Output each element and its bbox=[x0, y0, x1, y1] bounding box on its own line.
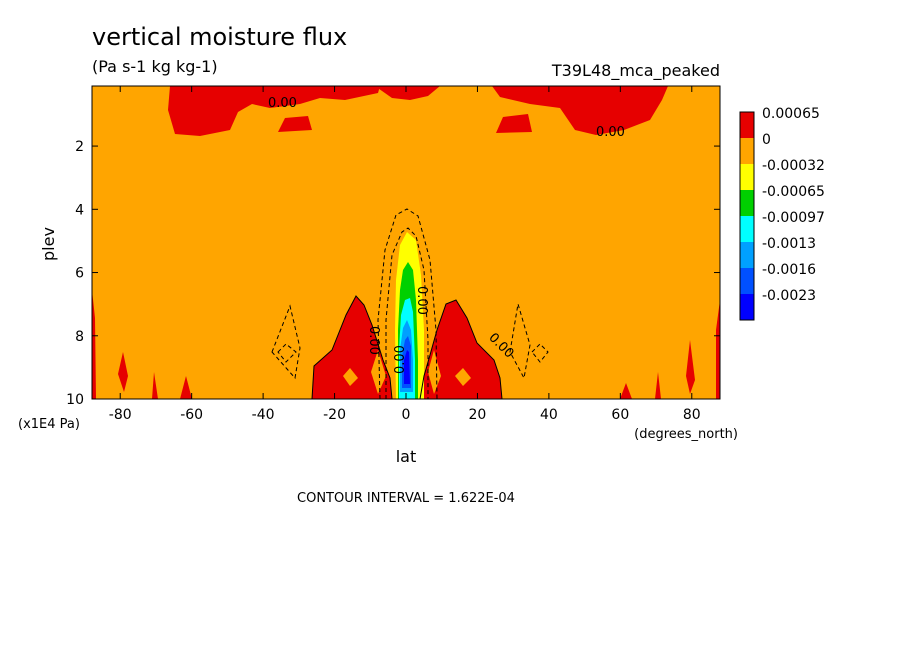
x-tick-label: -80 bbox=[109, 407, 132, 423]
x-tick-label: 0 bbox=[402, 407, 411, 423]
zero-holes bbox=[343, 350, 471, 394]
negative-contour-small-left bbox=[277, 343, 297, 363]
x-axis: -80 -60 -40 -20 0 20 40 60 80 bbox=[109, 86, 701, 423]
positive-region-spike-2 bbox=[152, 372, 158, 399]
positive-region-small-right bbox=[496, 114, 532, 133]
x-tick-label: -60 bbox=[180, 407, 203, 423]
negative-contour-loop-left bbox=[271, 304, 301, 380]
x-tick-label: -20 bbox=[323, 407, 346, 423]
contour-label: 0.00 bbox=[596, 125, 625, 140]
core-blue bbox=[404, 350, 410, 384]
chart-units: (Pa s-1 kg kg-1) bbox=[92, 57, 218, 76]
x-tick-label: 40 bbox=[540, 407, 558, 423]
positive-region-spike-5 bbox=[655, 372, 661, 399]
y-axis-label: plev bbox=[39, 227, 58, 261]
positive-region-small-left bbox=[278, 116, 312, 132]
negative-contours bbox=[271, 208, 549, 400]
legend-swatch bbox=[740, 242, 754, 268]
positive-region-top-left bbox=[168, 86, 380, 136]
legend-swatch bbox=[740, 216, 754, 242]
x-tick-label: 20 bbox=[469, 407, 487, 423]
x-axis-units: (degrees_north) bbox=[634, 427, 738, 442]
y-tick-label: 6 bbox=[75, 266, 84, 282]
x-axis-label: lat bbox=[396, 447, 417, 466]
legend-label: 0 bbox=[762, 132, 771, 148]
color-legend: 0.00065 0 -0.00032 -0.00065 -0.00097 -0.0013 -… bbox=[739, 106, 825, 321]
zero-hole-center-left bbox=[371, 350, 386, 394]
x-tick-label: 80 bbox=[683, 407, 701, 423]
zero-contour-lower-right bbox=[419, 299, 503, 400]
run-label: T39L48_mca_peaked bbox=[551, 61, 720, 81]
legend-swatch bbox=[740, 112, 754, 138]
contour-label: 0.00 bbox=[393, 345, 408, 374]
legend-swatch bbox=[740, 268, 754, 294]
zero-contour-lower-left bbox=[311, 295, 393, 400]
legend-label: -0.0016 bbox=[762, 262, 816, 278]
positive-region-top-center bbox=[375, 86, 440, 100]
contour-label: 0.00 bbox=[366, 326, 381, 355]
y-axis-units: (x1E4 Pa) bbox=[18, 417, 80, 432]
legend-frame bbox=[739, 111, 755, 321]
y-tick-label: 4 bbox=[75, 202, 84, 218]
zero-hole-right bbox=[455, 368, 471, 386]
legend-swatch bbox=[740, 294, 754, 320]
legend-label: -0.0013 bbox=[762, 236, 816, 252]
legend-label: -0.00097 bbox=[762, 210, 825, 226]
positive-region-spike-3 bbox=[180, 376, 192, 399]
contour-label: 0.00 bbox=[414, 286, 429, 315]
positive-region-edge-right bbox=[716, 300, 720, 399]
positive-region-top-right bbox=[492, 86, 668, 135]
x-tick-label: 60 bbox=[611, 407, 629, 423]
positive-region-edge-left bbox=[92, 290, 96, 399]
negative-contour-small-right bbox=[531, 343, 549, 363]
negative-contour-loop-right bbox=[509, 303, 531, 380]
legend-label: -0.0023 bbox=[762, 288, 816, 304]
y-tick-label: 2 bbox=[75, 139, 84, 155]
legend-label: 0.00065 bbox=[762, 106, 820, 122]
legend-label: -0.00065 bbox=[762, 184, 825, 200]
legend-swatch bbox=[740, 190, 754, 216]
contour-interval: CONTOUR INTERVAL = 1.622E-04 bbox=[297, 491, 515, 506]
positive-region-spike-6 bbox=[686, 340, 695, 394]
negative-contour-outer bbox=[377, 208, 438, 400]
x-tick-label: -40 bbox=[252, 407, 275, 423]
y-axis: 2 4 6 8 10 bbox=[66, 139, 720, 408]
chart-title: vertical moisture flux bbox=[92, 23, 347, 51]
negative-contour-inner bbox=[385, 227, 429, 399]
legend-swatch bbox=[740, 138, 754, 164]
contour-label: 0.00 bbox=[268, 96, 297, 111]
zero-hole-center-right bbox=[428, 350, 441, 394]
legend-swatch bbox=[740, 164, 754, 190]
negative-core bbox=[395, 232, 424, 399]
zero-contours bbox=[311, 295, 503, 400]
legend-label: -0.00032 bbox=[762, 158, 825, 174]
contour-labels: 0.00 0.00 0.00 0.00 0.00 0.00 bbox=[268, 96, 625, 374]
positive-region-spike-1 bbox=[118, 352, 128, 392]
zero-hole-left bbox=[343, 368, 358, 386]
y-tick-label: 10 bbox=[66, 392, 84, 408]
plot-area: 0.00 0.00 0.00 0.00 0.00 0.00 bbox=[91, 85, 721, 400]
positive-region-spike-4 bbox=[620, 383, 632, 399]
y-tick-label: 8 bbox=[75, 329, 84, 345]
